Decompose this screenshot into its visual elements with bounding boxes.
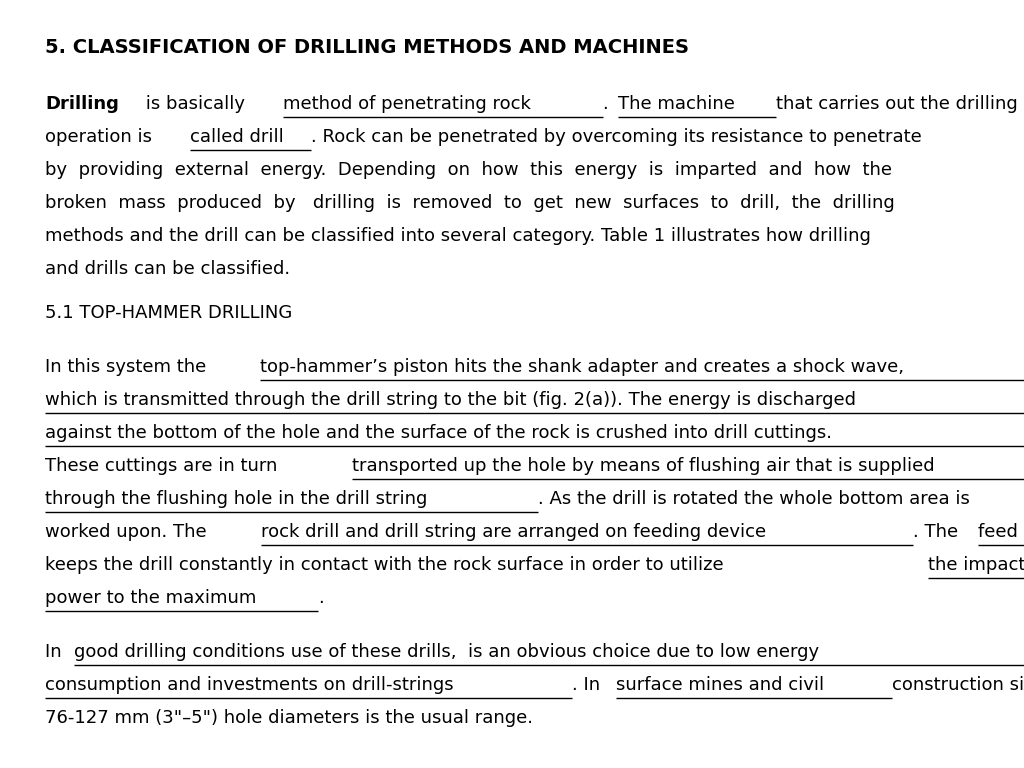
Text: 5.1 TOP-HAMMER DRILLING: 5.1 TOP-HAMMER DRILLING [45,304,292,322]
Text: In: In [45,643,68,661]
Text: methods and the drill can be classified into several category. Table 1 illustrat: methods and the drill can be classified … [45,227,870,245]
Text: through the flushing hole in the drill string: through the flushing hole in the drill s… [45,490,427,508]
Text: is basically: is basically [140,95,251,113]
Text: power to the maximum: power to the maximum [45,589,256,607]
Text: that carries out the drilling: that carries out the drilling [776,95,1018,113]
Text: operation is: operation is [45,128,158,146]
Text: 5. CLASSIFICATION OF DRILLING METHODS AND MACHINES: 5. CLASSIFICATION OF DRILLING METHODS AN… [45,38,689,57]
Text: top-hammer’s piston hits the shank adapter and creates a shock wave,: top-hammer’s piston hits the shank adapt… [260,358,904,376]
Text: . Rock can be penetrated by overcoming its resistance to penetrate: . Rock can be penetrated by overcoming i… [311,128,923,146]
Text: . The: . The [912,523,964,541]
Text: the impact: the impact [928,556,1024,574]
Text: by  providing  external  energy.  Depending  on  how  this  energy  is  imparted: by providing external energy. Depending … [45,161,892,179]
Text: broken  mass  produced  by   drilling  is  removed  to  get  new  surfaces  to  : broken mass produced by drilling is remo… [45,194,895,212]
Text: keeps the drill constantly in contact with the rock surface in order to utilize: keeps the drill constantly in contact wi… [45,556,729,574]
Text: Drilling: Drilling [45,95,119,113]
Text: surface mines and civil: surface mines and civil [616,676,829,694]
Text: In this system the: In this system the [45,358,212,376]
Text: good drilling conditions use of these drills,  is an obvious choice due to low e: good drilling conditions use of these dr… [74,643,819,661]
Text: The machine: The machine [617,95,740,113]
Text: and drills can be classified.: and drills can be classified. [45,260,290,278]
Text: 76-127 mm (3"–5") hole diameters is the usual range.: 76-127 mm (3"–5") hole diameters is the … [45,709,534,727]
Text: worked upon. The: worked upon. The [45,523,212,541]
Text: transported up the hole by means of flushing air that is supplied: transported up the hole by means of flus… [352,457,935,475]
Text: .: . [603,95,614,113]
Text: which is transmitted through the drill string to the bit (fig. 2(a)). The energy: which is transmitted through the drill s… [45,391,856,409]
Text: against the bottom of the hole and the surface of the rock is crushed into drill: against the bottom of the hole and the s… [45,424,831,442]
Text: These cuttings are in turn: These cuttings are in turn [45,457,283,475]
Text: . In: . In [572,676,606,694]
Text: method of penetrating rock: method of penetrating rock [284,95,531,113]
Text: consumption and investments on drill-strings: consumption and investments on drill-str… [45,676,454,694]
Text: feed force: feed force [978,523,1024,541]
Text: called drill: called drill [190,128,285,146]
Text: rock drill and drill string are arranged on feeding device: rock drill and drill string are arranged… [261,523,766,541]
Text: . As the drill is rotated the whole bottom area is: . As the drill is rotated the whole bott… [539,490,971,508]
Text: .: . [317,589,324,607]
Text: construction sites: construction sites [892,676,1024,694]
